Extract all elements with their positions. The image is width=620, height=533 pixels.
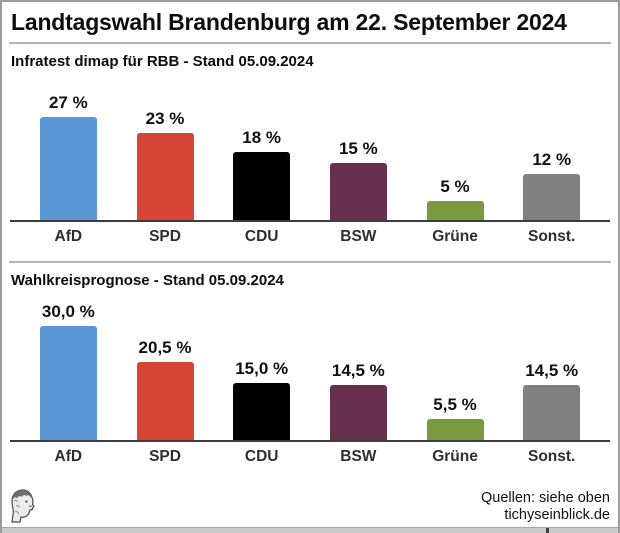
value-label-cdu: 18 %	[242, 127, 282, 147]
category-label-grne: Grüne	[432, 448, 478, 465]
bar-column-grne: 5,5 %	[407, 395, 504, 440]
bar-grne	[426, 201, 484, 220]
sources-line-2: tichyseinblick.de	[504, 507, 610, 524]
category-label-bsw: BSW	[340, 228, 377, 245]
value-label-sonst: 14,5 %	[525, 360, 579, 380]
value-label-spd: 20,5 %	[138, 338, 192, 358]
category-label-grne: Grüne	[432, 228, 478, 245]
bar-afd	[39, 117, 97, 220]
page-title: Landtagswahl Brandenburg am 22. Septembe…	[11, 9, 567, 35]
value-label-afd: 27 %	[48, 93, 88, 113]
value-label-spd: 23 %	[145, 108, 185, 128]
bar-plot-area: 27 % 23 % 18 % 15 % 5 % 12 %	[10, 70, 610, 222]
x-axis-labels: AfD SPD CDU BSW Grüne Sonst.	[10, 222, 610, 246]
section-divider	[9, 261, 611, 263]
x-axis-labels: AfD SPD CDU BSW Grüne Sonst.	[10, 442, 610, 466]
bottom-strip-tick	[546, 528, 549, 533]
bar-column-spd: 20,5 %	[117, 338, 214, 440]
category-label-afd: AfD	[54, 448, 83, 465]
category-label-spd: SPD	[149, 228, 181, 245]
bottom-edge-strip	[2, 527, 618, 533]
bar-column-sonst: 14,5 %	[503, 361, 600, 440]
sources-line-1: Quellen: siehe oben	[481, 489, 610, 506]
bar-cdu	[233, 383, 291, 440]
bar-sonst	[523, 174, 581, 220]
bar-column-grne: 5 %	[407, 177, 504, 220]
bar-bsw	[329, 384, 387, 440]
tichys-einblick-head-logo	[11, 489, 35, 523]
value-label-afd: 30,0 %	[41, 302, 95, 321]
value-label-bsw: 14,5 %	[331, 360, 385, 380]
chart-subtitle: Wahlkreisprognose - Stand 05.09.2024	[11, 272, 284, 289]
bar-sonst	[523, 384, 581, 440]
bar-bsw	[329, 163, 387, 220]
category-label-spd: SPD	[149, 448, 181, 465]
value-label-grne: 5 %	[440, 177, 470, 196]
value-label-bsw: 15 %	[338, 139, 378, 158]
bar-column-spd: 23 %	[117, 109, 214, 220]
chart-infratest-dimap: Infratest dimap für RBB - Stand 05.09.20…	[2, 53, 618, 246]
bar-cdu	[233, 151, 291, 220]
bar-column-sonst: 12 %	[503, 150, 600, 220]
bar-column-bsw: 14,5 %	[310, 361, 407, 440]
bar-column-afd: 30,0 %	[20, 302, 117, 440]
bar-column-cdu: 15,0 %	[213, 359, 310, 440]
chart-subtitle: Infratest dimap für RBB - Stand 05.09.20…	[11, 53, 314, 70]
title-divider	[9, 42, 611, 44]
value-label-grne: 5,5 %	[433, 395, 477, 415]
bar-column-bsw: 15 %	[310, 139, 407, 220]
category-label-cdu: CDU	[244, 448, 279, 465]
category-label-afd: AfD	[54, 228, 83, 245]
bar-column-cdu: 18 %	[213, 128, 310, 220]
bar-grne	[426, 419, 484, 440]
bar-plot-area: 30,0 % 20,5 % 15,0 % 14,5 % 5,5 % 14,5 %	[10, 289, 610, 442]
bar-spd	[136, 362, 194, 440]
footer: Quellen: siehe oben tichyseinblick.de	[2, 485, 618, 527]
value-label-sonst: 12 %	[532, 150, 572, 170]
category-label-sonst: Sonst.	[528, 228, 576, 245]
category-label-cdu: CDU	[244, 228, 279, 245]
chart-wahlkreisprognose: Wahlkreisprognose - Stand 05.09.2024 30,…	[2, 272, 618, 466]
category-label-bsw: BSW	[340, 448, 377, 465]
bar-spd	[136, 132, 194, 220]
bar-afd	[39, 326, 97, 440]
sources-note: Quellen: siehe oben tichyseinblick.de	[481, 490, 610, 525]
bar-column-afd: 27 %	[20, 93, 117, 220]
category-label-sonst: Sonst.	[528, 448, 576, 465]
value-label-cdu: 15,0 %	[235, 359, 289, 378]
